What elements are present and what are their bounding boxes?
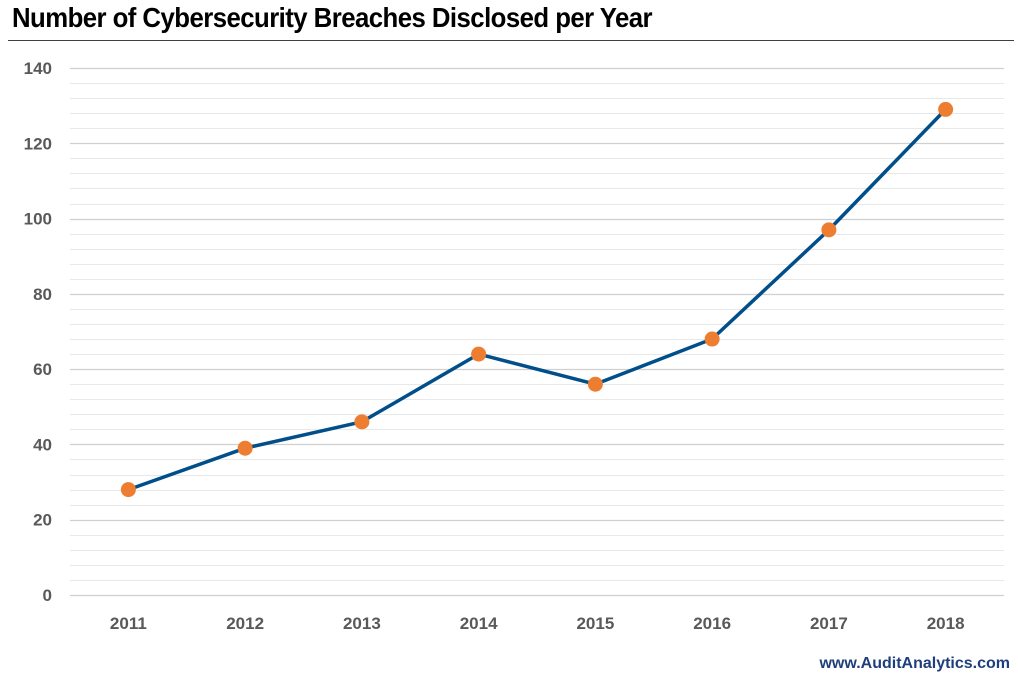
- source-credit: www.AuditAnalytics.com: [819, 655, 1010, 672]
- y-tick-label: 80: [33, 285, 52, 304]
- series-line: [126, 107, 948, 492]
- x-tick-label: 2011: [110, 614, 147, 633]
- data-point: [354, 414, 370, 430]
- x-tick-label: 2014: [460, 614, 498, 633]
- y-tick-label: 40: [33, 435, 52, 454]
- x-tick-label: 2018: [927, 614, 965, 633]
- chart-title: Number of Cybersecurity Breaches Disclos…: [12, 2, 653, 33]
- data-point: [587, 376, 603, 392]
- x-tick-label: 2016: [693, 614, 731, 633]
- data-point: [237, 440, 253, 456]
- x-tick-label: 2012: [226, 614, 264, 633]
- x-tick-label: 2013: [343, 614, 381, 633]
- y-tick-label: 140: [24, 59, 52, 78]
- y-tick-label: 120: [24, 134, 52, 153]
- x-tick-label: 2017: [810, 614, 848, 633]
- data-point: [471, 346, 487, 362]
- y-tick-label: 100: [24, 210, 52, 229]
- y-tick-label: 20: [33, 511, 52, 530]
- data-point: [821, 222, 837, 238]
- data-point: [938, 101, 954, 117]
- x-tick-label: 2015: [576, 614, 614, 633]
- grid-lines: [70, 67, 1004, 597]
- y-tick-label: 60: [33, 360, 52, 379]
- y-axis-tick-labels: 0 20 40 60 80 100 120 140: [24, 59, 52, 605]
- data-point: [704, 331, 720, 347]
- y-tick-label: 0: [43, 586, 52, 605]
- series-layer: [120, 101, 954, 498]
- data-point: [120, 482, 136, 498]
- title-divider: [8, 40, 1014, 41]
- x-axis-tick-labels: 2011 2012 2013 2014 2015 2016 2017 2018: [110, 614, 965, 633]
